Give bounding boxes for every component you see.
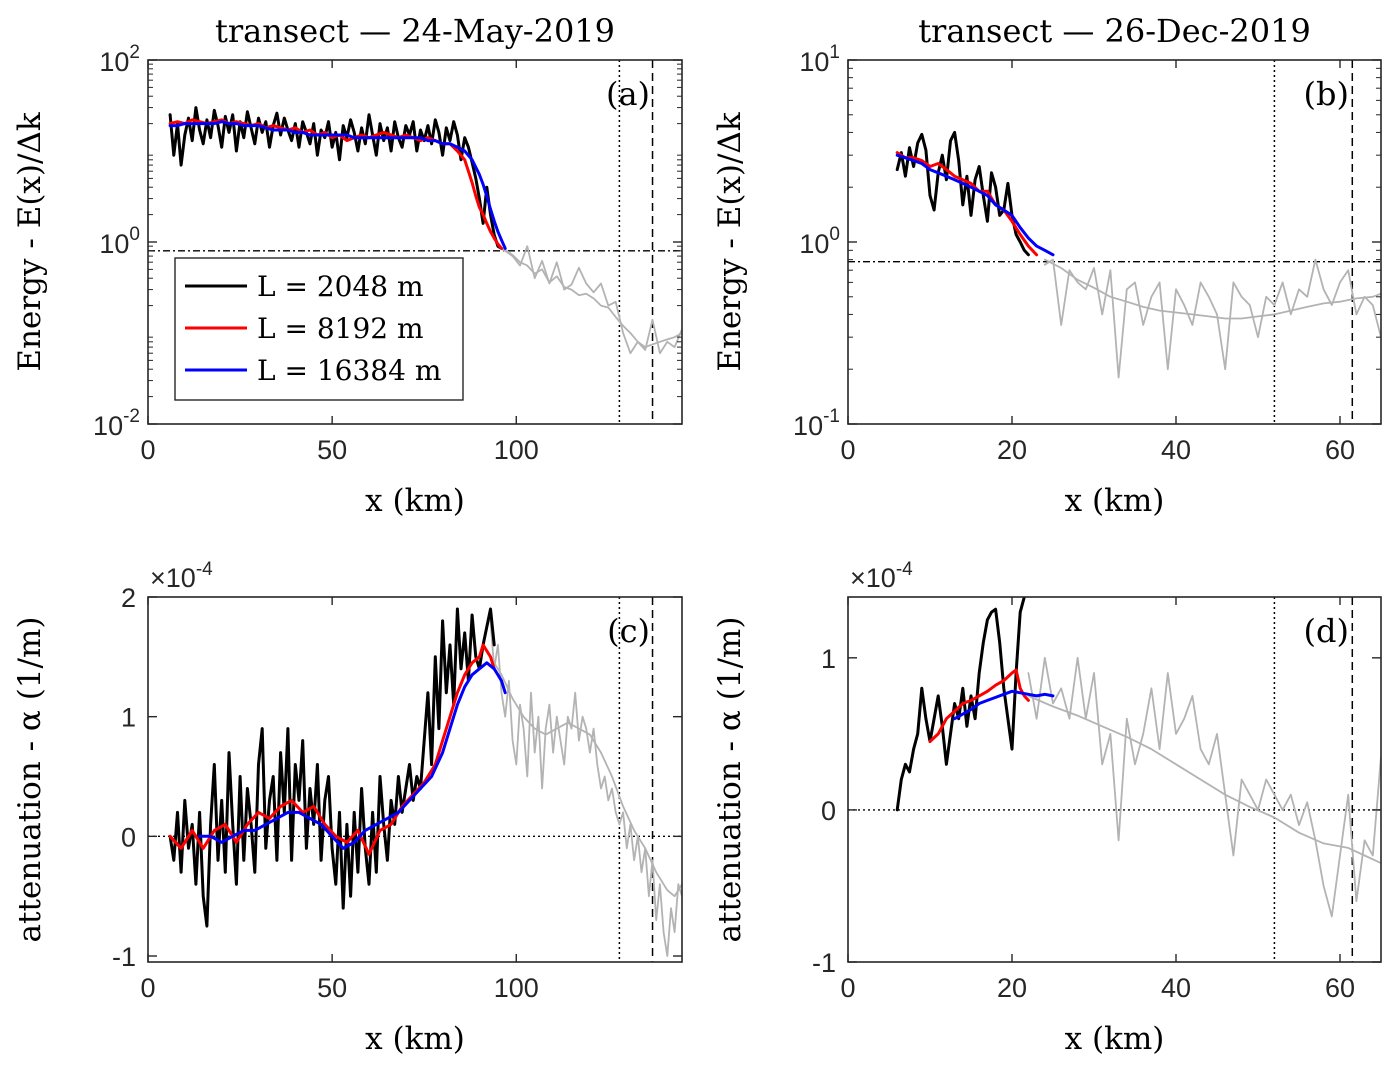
- legend-entry-label: L = 2048 m: [257, 270, 424, 303]
- y-tick-label: 10-1: [793, 406, 840, 441]
- series-line-other-1: [1027, 695, 1381, 864]
- x-tick-label: 40: [1161, 435, 1191, 465]
- x-tick-label: 0: [140, 973, 155, 1003]
- series-line-L16384: [953, 689, 1055, 721]
- x-tick-label: 0: [840, 435, 855, 465]
- legend-entry-label: L = 16384 m: [257, 354, 441, 387]
- x-tick-label: 0: [140, 435, 155, 465]
- y-tick-label: 102: [99, 42, 140, 77]
- x-tick-label: 20: [997, 973, 1027, 1003]
- y-tick-label: -1: [812, 948, 836, 978]
- y-tick-label: 0: [821, 796, 836, 826]
- chart-title: transect — 26-Dec-2019: [918, 12, 1311, 50]
- chart-title: transect — 24-May-2019: [215, 12, 615, 50]
- plot-area: [848, 60, 1381, 424]
- panel-d: 0 20 40 60-101×10-4(d)x (km)attenuation - α…: [712, 559, 1382, 1057]
- series-line-L2048: [168, 106, 503, 250]
- panel-label: (b): [1304, 75, 1349, 113]
- y-tick-label: 1: [821, 644, 836, 674]
- series-line-other-1: [497, 245, 682, 348]
- plot-content: [848, 60, 1381, 424]
- x-axis-label: x (km): [1065, 1021, 1165, 1057]
- panel-b: 0 20 40 60 10-1 100 101 (b) transect — 26-Dec-20…: [712, 12, 1382, 519]
- series-line-L8192: [928, 668, 1030, 743]
- series-line-other-1: [489, 655, 682, 898]
- x-tick-label: 60: [1325, 973, 1355, 1003]
- y-axis-label: attenuation - α (1/m): [12, 617, 48, 943]
- y-axis-label: attenuation - α (1/m): [712, 617, 748, 943]
- series-line-L16384: [895, 153, 1055, 257]
- y-tick-label: 100: [99, 224, 140, 259]
- series-line-other-2: [1043, 258, 1381, 379]
- series-line-L16384: [198, 661, 507, 850]
- y-exponent-label: ×10-4: [150, 559, 213, 593]
- x-tick-label: 100: [494, 435, 539, 465]
- series-line-L8192: [895, 151, 1039, 257]
- x-tick-label: 50: [317, 435, 347, 465]
- x-tick-label: 0: [840, 973, 855, 1003]
- x-tick-label: 40: [1161, 973, 1191, 1003]
- series-line-other-2: [1027, 656, 1381, 918]
- legend-entry-label: L = 8192 m: [257, 312, 424, 345]
- y-tick-label: 1: [121, 703, 136, 733]
- y-tick-label: 0: [121, 822, 136, 852]
- y-exponent-label: ×10-4: [850, 559, 913, 593]
- axes-frame: [847, 596, 1382, 963]
- axes-frame: [147, 596, 683, 963]
- x-axis-label: x (km): [1065, 483, 1165, 519]
- panel-label: (c): [607, 612, 650, 650]
- y-axis-label: Energy - E(x)/Δk: [12, 112, 48, 371]
- y-tick-label: 101: [799, 42, 840, 77]
- series-line-L2048: [895, 130, 1030, 257]
- x-tick-label: 20: [997, 435, 1027, 465]
- y-tick-label: 2: [121, 583, 136, 613]
- x-tick-label: 50: [317, 973, 347, 1003]
- legend: L = 2048 m L = 8192 m L = 16384 m: [174, 257, 464, 401]
- y-axis-label: Energy - E(x)/Δk: [712, 112, 748, 371]
- panel-label: (d): [1304, 612, 1349, 650]
- plot-content: [848, 597, 1381, 962]
- x-tick-label: 60: [1325, 435, 1355, 465]
- series-line-other-2: [489, 620, 682, 957]
- y-tick-label: 100: [799, 224, 840, 259]
- series-line-other-2: [497, 245, 682, 355]
- y-tick-label: 10-2: [93, 406, 140, 441]
- panel-a: 0 50 100 10-2 100 102 (a) transect — 24-May-201…: [12, 12, 683, 519]
- series-line-L16384: [168, 120, 507, 250]
- series-line-L2048: [168, 607, 496, 928]
- x-tick-label: 100: [494, 973, 539, 1003]
- panel-label: (a): [606, 75, 650, 113]
- x-axis-label: x (km): [365, 483, 465, 519]
- y-tick-label: -1: [112, 942, 136, 972]
- plot-content: [148, 597, 682, 962]
- plot-content: [148, 60, 682, 424]
- x-axis-label: x (km): [365, 1021, 465, 1057]
